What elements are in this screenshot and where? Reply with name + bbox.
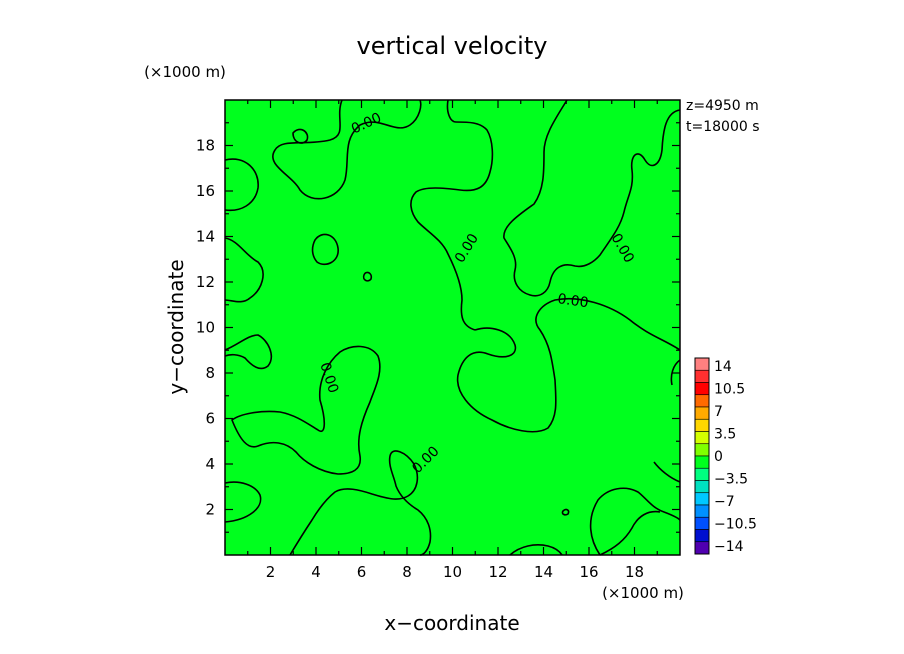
chart-title: vertical velocity bbox=[357, 32, 548, 60]
colorbar-label: −10.5 bbox=[714, 517, 757, 533]
colorbar-swatch bbox=[694, 382, 710, 396]
colorbar-frame bbox=[694, 357, 710, 555]
colorbar-label: −7 bbox=[714, 494, 735, 510]
colorbar-swatch bbox=[694, 467, 710, 481]
colorbar-swatch bbox=[694, 516, 710, 530]
colorbar-label: −14 bbox=[714, 539, 744, 555]
x-tick-label: 2 bbox=[266, 563, 276, 581]
plot-area bbox=[225, 100, 680, 555]
y-tick-label: 14 bbox=[196, 228, 215, 246]
axis-ticks bbox=[225, 100, 680, 555]
colorbar-swatch bbox=[694, 431, 710, 445]
contour-label: 0.00 bbox=[556, 291, 589, 311]
colorbar-swatch bbox=[694, 504, 710, 518]
y-tick-label: 2 bbox=[205, 501, 215, 519]
colorbar-label: 14 bbox=[714, 359, 732, 375]
y-tick-label: 10 bbox=[196, 319, 215, 337]
x-unit-label: (×1000 m) bbox=[602, 584, 684, 602]
colorbar-swatch bbox=[694, 529, 710, 543]
time-annotation: t=18000 s bbox=[686, 119, 760, 135]
y-tick-label: 16 bbox=[196, 182, 215, 200]
x-tick-label: 8 bbox=[402, 563, 412, 581]
colorbar: 14 10.5 7 3.5 0 −3.5 −7 −10.5 −14 bbox=[694, 357, 757, 555]
x-tick-label: 16 bbox=[579, 563, 598, 581]
colorbar-label: −3.5 bbox=[714, 472, 748, 488]
x-axis-label: x−coordinate bbox=[384, 611, 519, 635]
colorbar-swatch bbox=[694, 541, 710, 555]
colorbar-label: 7 bbox=[714, 404, 723, 420]
colorbar-swatch bbox=[694, 369, 710, 383]
height-annotation: z=4950 m bbox=[686, 98, 759, 114]
x-tick-label: 14 bbox=[534, 563, 553, 581]
colorbar-swatch bbox=[694, 455, 710, 469]
colorbar-swatch bbox=[694, 443, 710, 457]
colorbar-label: 0 bbox=[714, 449, 723, 465]
y-tick-label: 6 bbox=[205, 410, 215, 428]
contour-lines bbox=[224, 99, 681, 556]
y-axis-label: y−coordinate bbox=[164, 259, 188, 394]
y-tick-label: 8 bbox=[205, 364, 215, 382]
colorbar-swatch bbox=[694, 394, 710, 408]
axis-tick-labels: 2 4 6 8 10 12 14 16 18 2 4 6 8 10 12 14 16 18 bbox=[196, 137, 644, 582]
colorbar-swatch bbox=[694, 492, 710, 506]
colorbar-label: 10.5 bbox=[714, 382, 745, 398]
x-tick-label: 10 bbox=[443, 563, 462, 581]
y-unit-label: (×1000 m) bbox=[144, 63, 226, 81]
colorbar-swatch bbox=[694, 480, 710, 494]
colorbar-swatch bbox=[694, 406, 710, 420]
x-tick-label: 6 bbox=[357, 563, 367, 581]
y-tick-label: 4 bbox=[205, 455, 215, 473]
x-tick-label: 12 bbox=[488, 563, 507, 581]
colorbar-label: 3.5 bbox=[714, 427, 736, 443]
colorbar-swatch bbox=[694, 357, 710, 371]
y-tick-label: 18 bbox=[196, 137, 215, 155]
colorbar-swatch bbox=[694, 418, 710, 432]
x-tick-label: 4 bbox=[311, 563, 321, 581]
x-tick-label: 18 bbox=[625, 563, 644, 581]
y-tick-label: 12 bbox=[196, 273, 215, 291]
